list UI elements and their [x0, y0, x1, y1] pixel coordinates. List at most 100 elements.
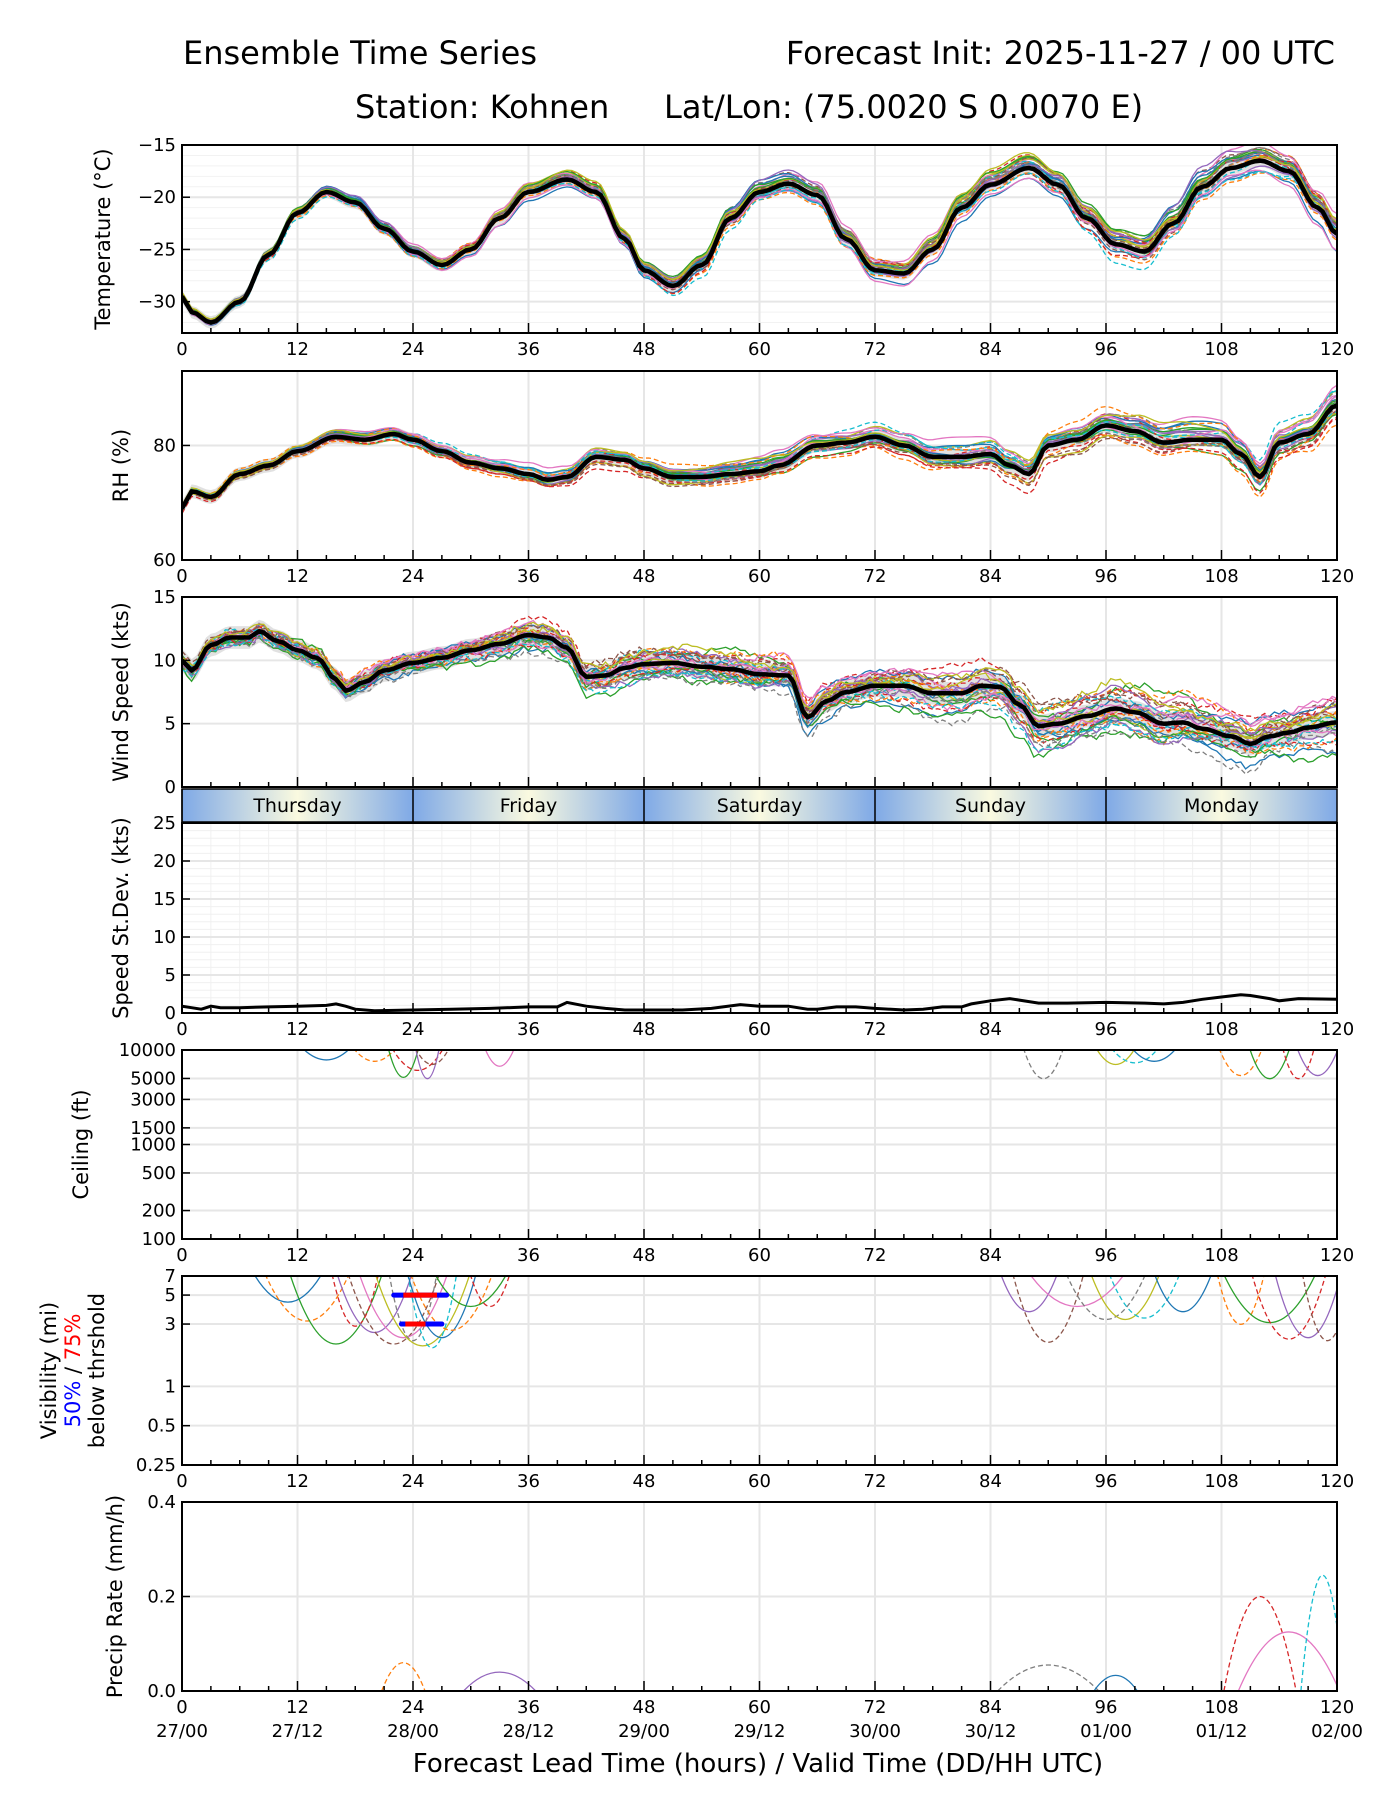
y-axis-label: Ceiling (ft): [69, 1089, 93, 1199]
x-tick-label: 120: [1320, 1019, 1354, 1040]
precip-member-peak: [1223, 1596, 1297, 1691]
ensemble-member-line: [1274, 1276, 1337, 1339]
precip-member-peak: [1093, 1674, 1138, 1691]
y-tick-label: 5: [165, 1285, 176, 1306]
panels: 0 12 24 36 48 60 72 84 96 108 120−30−25−20−15Tempe…: [37, 135, 1363, 1742]
precip-member-peak: [997, 1664, 1100, 1691]
x-tick-label: 108: [1204, 1471, 1238, 1492]
x-axis-label: Forecast Lead Time (hours) / Valid Time …: [413, 1749, 1103, 1779]
x-tick-label: 120: [1320, 1697, 1354, 1718]
x-tick-label: 0: [176, 339, 187, 360]
ensemble-member-line: [435, 1276, 507, 1308]
y-tick-label: −25: [138, 239, 176, 260]
y-tick-label: 500: [142, 1163, 176, 1184]
title-left: Ensemble Time Series: [183, 34, 537, 72]
x-tick-label: 96: [1095, 1471, 1118, 1492]
y-axis-label: Temperature (°C): [91, 148, 115, 330]
ensemble-member-line: [348, 1276, 440, 1345]
x-tick-label: 84: [979, 566, 1002, 587]
ensemble-member-line: [1223, 1276, 1316, 1324]
ensemble-member-line: [331, 1276, 379, 1327]
precip-member-peak: [381, 1662, 426, 1691]
ensemble-member-line: [388, 1050, 419, 1079]
y-tick-label: 200: [142, 1201, 176, 1222]
x-tick-label: 120: [1320, 339, 1354, 360]
plot-area-ceiling: [303, 1050, 1337, 1080]
x-tick-label: 0: [176, 1471, 187, 1492]
ensemble-member-line: [265, 1276, 349, 1322]
x-valid-time-label: 29/12: [734, 1721, 786, 1742]
ensemble-member-line: [182, 625, 1337, 732]
x-tick-label: 36: [517, 1019, 540, 1040]
ensemble-member-line: [182, 623, 1337, 723]
label-75pct: 75%: [61, 1314, 85, 1361]
ensemble-member-line: [1251, 1276, 1326, 1340]
y-axis-label-line1: Visibility (mi): [37, 1302, 61, 1439]
x-valid-time-label: 28/12: [503, 1721, 555, 1742]
ensemble-member-line: [182, 398, 1337, 507]
x-tick-label: 0: [176, 566, 187, 587]
ensemble-member-line: [182, 621, 1337, 738]
title-right: Forecast Init: 2025-11-27 / 00 UTC: [786, 34, 1335, 72]
y-tick-label: 3000: [130, 1089, 176, 1110]
day-band-segment: [413, 789, 644, 822]
x-tick-label: 72: [864, 339, 887, 360]
x-valid-time-label: 30/00: [849, 1721, 901, 1742]
day-band-segment: [644, 789, 875, 822]
ensemble-member-line: [182, 398, 1337, 509]
y-tick-label: 0.0: [147, 1681, 176, 1702]
ensemble-member-line: [354, 1050, 395, 1062]
x-valid-time-label: 28/00: [387, 1721, 439, 1742]
ensemble-member-line: [182, 631, 1337, 752]
x-tick-label: 48: [633, 1697, 656, 1718]
ensemble-member-line: [1091, 1276, 1160, 1320]
x-tick-label: 12: [286, 1697, 309, 1718]
y-tick-label: 0.5: [147, 1416, 176, 1437]
y-tick-label: 0: [165, 777, 176, 798]
ensemble-mean-line: [182, 628, 1337, 747]
y-tick-label: 0.2: [147, 1587, 176, 1608]
ensemble-member-line: [289, 1276, 383, 1345]
y-tick-label: 80: [153, 435, 176, 456]
y-axis-label: Precip Rate (mm/h): [103, 1495, 127, 1698]
y-tick-label: 25: [153, 813, 176, 834]
x-tick-label: 12: [286, 566, 309, 587]
x-tick-label: 48: [633, 1471, 656, 1492]
day-label: Monday: [1184, 795, 1259, 817]
latlon-label: Lat/Lon: (75.0020 S 0.0070 E): [664, 88, 1143, 126]
plot-area-precip_rate: [381, 1574, 1337, 1691]
panel-temperature: 0 12 24 36 48 60 72 84 96 108 120 −30 −25 −20 −15 Tempe…: [91, 135, 1354, 360]
y-tick-label: 60: [153, 550, 176, 571]
y-axis-label: RH (%): [109, 429, 133, 502]
plot-area-wind_speed: [182, 615, 1337, 775]
x-tick-label: 48: [633, 339, 656, 360]
x-valid-time-label: 01/12: [1196, 1721, 1248, 1742]
x-tick-label: 72: [864, 1019, 887, 1040]
x-tick-label: 60: [748, 1697, 771, 1718]
day-band: Thursday Friday Saturday Sunday Monday: [181, 788, 1338, 823]
plot-area-temperature: [182, 145, 1337, 329]
x-tick-label: 0: [176, 1245, 187, 1266]
y-tick-label: 5000: [130, 1068, 176, 1089]
x-valid-time-label: 02/00: [1311, 1721, 1363, 1742]
ensemble-member-line: [392, 1050, 444, 1072]
x-tick-label: 12: [286, 1019, 309, 1040]
x-tick-label: 120: [1320, 1471, 1354, 1492]
ensemble-mean-line: [182, 158, 1337, 325]
ensemble-member-line: [182, 394, 1337, 509]
x-tick-label: 36: [517, 1245, 540, 1266]
ensemble-member-line: [254, 1276, 322, 1303]
plot-area-speed_stdev: [182, 993, 1337, 1013]
plot-area-visibility: [254, 1276, 1337, 1349]
x-tick-label: 108: [1204, 1697, 1238, 1718]
x-tick-label: 24: [402, 566, 425, 587]
ensemble-member-line: [182, 405, 1337, 509]
x-tick-label: 72: [864, 1471, 887, 1492]
ensemble-member-line: [182, 171, 1337, 326]
station-label: Station: Kohnen: [355, 88, 609, 126]
x-tick-label: 108: [1204, 566, 1238, 587]
ensemble-member-line: [1154, 1276, 1212, 1313]
ensemble-member-line: [182, 632, 1337, 749]
ensemble-member-line: [182, 404, 1337, 507]
